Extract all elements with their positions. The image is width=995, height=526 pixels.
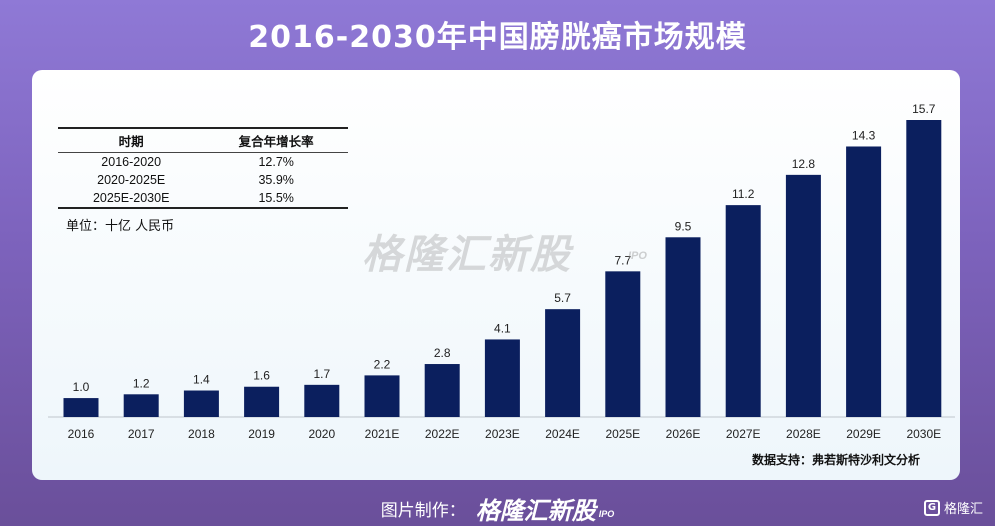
bar-2026E xyxy=(665,237,701,417)
cagr-rate: 15.5% xyxy=(204,189,348,209)
bar-2025E xyxy=(605,271,641,417)
bar-2030E xyxy=(906,120,942,417)
cagr-period: 2020-2025E xyxy=(97,173,166,187)
table-row: 2025E-2030E 15.5% xyxy=(58,189,348,209)
source-label: 数据支持：弗若斯特沙利文分析 xyxy=(752,453,921,467)
tick-label-2022E: 2022E xyxy=(425,427,460,441)
bar-2024E xyxy=(545,309,581,417)
data-label-2021E: 2.2 xyxy=(374,357,391,371)
data-label-2019: 1.6 xyxy=(253,369,270,383)
bar-2021E xyxy=(364,375,400,417)
table-row: 2016-2020 12.7% xyxy=(58,153,348,172)
data-label-2030E: 15.7 xyxy=(912,102,936,116)
tick-label-2024E: 2024E xyxy=(545,427,580,441)
footer-label: 图片制作： xyxy=(380,500,466,521)
tick-label-2026E: 2026E xyxy=(666,427,701,441)
footer-logo: G 格隆汇 xyxy=(923,498,983,517)
table-row: 2020-2025E 35.9% xyxy=(58,171,348,189)
tick-label-2029E: 2029E xyxy=(846,427,881,441)
tick-label-2017: 2017 xyxy=(128,427,155,441)
tick-label-2025E: 2025E xyxy=(605,427,640,441)
data-label-2020: 1.7 xyxy=(313,367,330,381)
tick-label-2030E: 2030E xyxy=(906,427,941,441)
data-label-2024E: 5.7 xyxy=(554,291,571,305)
cagr-rate: 35.9% xyxy=(258,173,294,187)
footer-brand-sub: IPO xyxy=(598,509,615,519)
data-label-2016: 1.0 xyxy=(73,380,90,394)
cagr-period: 2016-2020 xyxy=(101,155,162,169)
watermark: 格隆汇新股 xyxy=(362,232,572,278)
tick-label-2016: 2016 xyxy=(68,427,95,441)
tick-label-2028E: 2028E xyxy=(786,427,821,441)
bar-2016 xyxy=(63,398,99,417)
footer-brand: 格隆汇新股 xyxy=(475,496,596,525)
cagr-header-rate: 复合年增长率 xyxy=(204,127,348,153)
cagr-table-header: 时期 复合年增长率 xyxy=(58,127,348,153)
page-title: 2016-2030年中国膀胱癌市场规模 xyxy=(248,20,747,55)
footer-logo-text: 格隆汇 xyxy=(943,502,983,517)
cagr-header-period: 时期 xyxy=(58,127,205,153)
tick-label-2021E: 2021E xyxy=(365,427,400,441)
logo-icon: G xyxy=(923,499,940,516)
data-label-2027E: 11.2 xyxy=(732,187,755,201)
bar-2023E xyxy=(484,339,520,417)
data-label-2025E: 7.7 xyxy=(614,253,631,267)
bar-2018 xyxy=(183,390,219,417)
footer: 图片制作： 格隆汇新股 IPO G 格隆汇 xyxy=(0,490,995,526)
data-label-2017: 1.2 xyxy=(133,376,150,390)
data-label-2023E: 4.1 xyxy=(494,321,511,335)
tick-label-2018: 2018 xyxy=(188,427,215,441)
tick-label-2023E: 2023E xyxy=(485,427,520,441)
data-label-2022E: 2.8 xyxy=(434,346,451,360)
bar-2017 xyxy=(123,394,159,417)
bar-2029E xyxy=(846,146,882,417)
data-label-2018: 1.4 xyxy=(193,373,210,387)
data-label-2028E: 12.8 xyxy=(792,157,816,171)
watermark-sub: IPO xyxy=(628,250,647,262)
cagr-rate: 12.7% xyxy=(258,155,294,169)
unit-label: 单位：十亿 人民币 xyxy=(66,219,175,234)
bar-2027E xyxy=(725,205,761,417)
bar-2028E xyxy=(785,174,821,417)
bar-2019 xyxy=(244,386,280,417)
data-label-2026E: 9.5 xyxy=(675,219,692,233)
cagr-period: 2025E-2030E xyxy=(58,189,205,209)
tick-label-2020: 2020 xyxy=(308,427,335,441)
bar-2022E xyxy=(424,364,460,417)
data-label-2029E: 14.3 xyxy=(852,128,876,142)
cagr-table: 时期 复合年增长率 2016-2020 12.7% 2020-2025E 35.… xyxy=(58,127,348,209)
bar-2020 xyxy=(304,384,340,417)
tick-label-2027E: 2027E xyxy=(726,427,761,441)
tick-label-2019: 2019 xyxy=(248,427,275,441)
